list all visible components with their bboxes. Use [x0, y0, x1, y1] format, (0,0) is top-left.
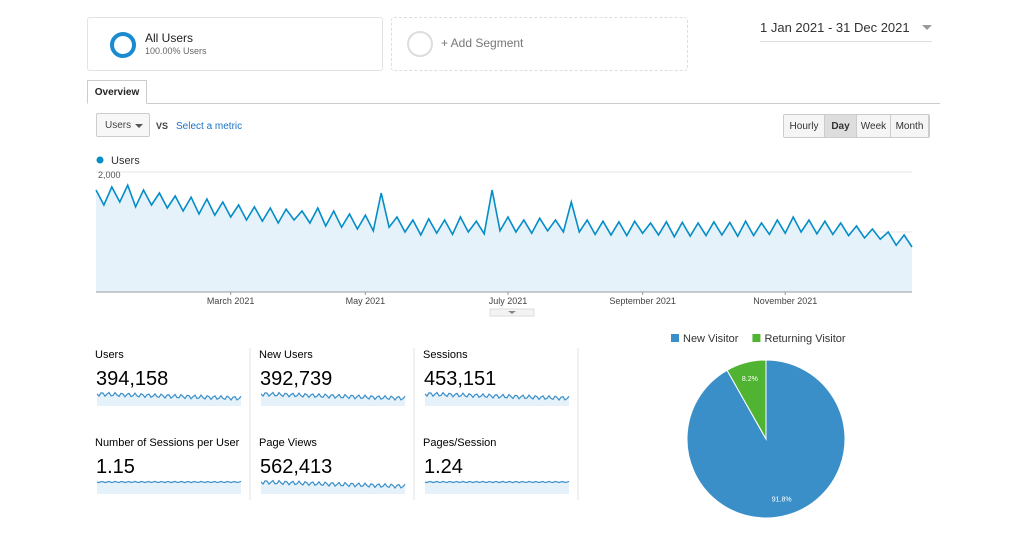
scorecard-value: 453,151	[424, 368, 496, 390]
tab[interactable]: Overview	[87, 80, 147, 104]
legend-label: Users	[111, 155, 140, 167]
segment-card[interactable]: All Users 100.00% Users	[87, 17, 383, 71]
segment-icon	[110, 32, 136, 58]
sparkline	[96, 480, 242, 484]
legend-swatch	[671, 334, 679, 342]
legend-marker	[96, 156, 104, 164]
sparkline	[260, 479, 406, 489]
sparkline	[96, 391, 242, 401]
sparkline-area	[97, 481, 241, 494]
pie-label: 8.2%	[742, 376, 758, 383]
vs-label: VS	[156, 121, 169, 131]
legend-swatch	[752, 334, 761, 342]
granularity-button[interactable]: Day	[825, 115, 857, 137]
granularity: Hourly Day Week Month	[783, 114, 930, 138]
scorecard-value: 562,413	[260, 456, 332, 478]
pie-slice	[726, 359, 767, 441]
segment-subtitle: 100.00% Users	[145, 46, 207, 56]
scorecard-value: 394,158	[96, 368, 168, 390]
granularity-button[interactable]: Month	[891, 115, 929, 137]
granularity-button[interactable]: Hourly	[784, 115, 825, 137]
granularity-button[interactable]: Week	[857, 115, 891, 137]
area	[96, 185, 912, 292]
scorecard-label: Number of Sessions per User	[95, 437, 240, 449]
scorecard-label: Users	[95, 349, 124, 361]
date-caret	[922, 25, 932, 30]
date-range[interactable]: 1 Jan 2021 - 31 Dec 2021	[760, 20, 932, 42]
metric-select[interactable]: Users	[96, 113, 150, 137]
add-label: + Add Segment	[441, 36, 524, 50]
x-tick-label: July 2021	[489, 296, 528, 306]
tab-line	[87, 103, 940, 104]
select-metric[interactable]: Select a metric	[176, 121, 243, 132]
scorecard-label: Pages/Session	[423, 437, 496, 449]
x-tick-label: May 2021	[346, 296, 386, 306]
y-tick-label: 2,000	[98, 170, 121, 180]
metric-caret	[135, 124, 143, 128]
sparkline-area	[425, 481, 569, 494]
x-tick-label: September 2021	[609, 296, 676, 306]
sparkline	[260, 391, 406, 401]
legend-label: Returning Visitor	[764, 333, 845, 345]
x-tick-label: November 2021	[753, 296, 817, 306]
metric-text: Users	[105, 120, 132, 131]
pie-label: 91.8%	[772, 497, 792, 504]
scorecard-label: Page Views	[259, 437, 317, 449]
add-icon	[407, 31, 433, 57]
scorecard-label: Sessions	[423, 349, 468, 361]
date-text: 1 Jan 2021 - 31 Dec 2021	[760, 20, 910, 35]
scorecard-value: 392,739	[260, 368, 332, 390]
line	[95, 183, 913, 248]
handle-arrow	[508, 311, 516, 314]
segment-name: All Users	[145, 31, 194, 45]
scorecard-value: 1.15	[96, 456, 135, 478]
x-tick-label: March 2021	[207, 296, 255, 306]
sparkline	[424, 480, 570, 484]
add-segment[interactable]: + Add Segment	[391, 17, 688, 71]
scorecard-value: 1.24	[424, 456, 463, 478]
scorecard-label: New Users	[259, 349, 313, 361]
legend-label: New Visitor	[683, 333, 739, 345]
sparkline	[424, 391, 570, 401]
